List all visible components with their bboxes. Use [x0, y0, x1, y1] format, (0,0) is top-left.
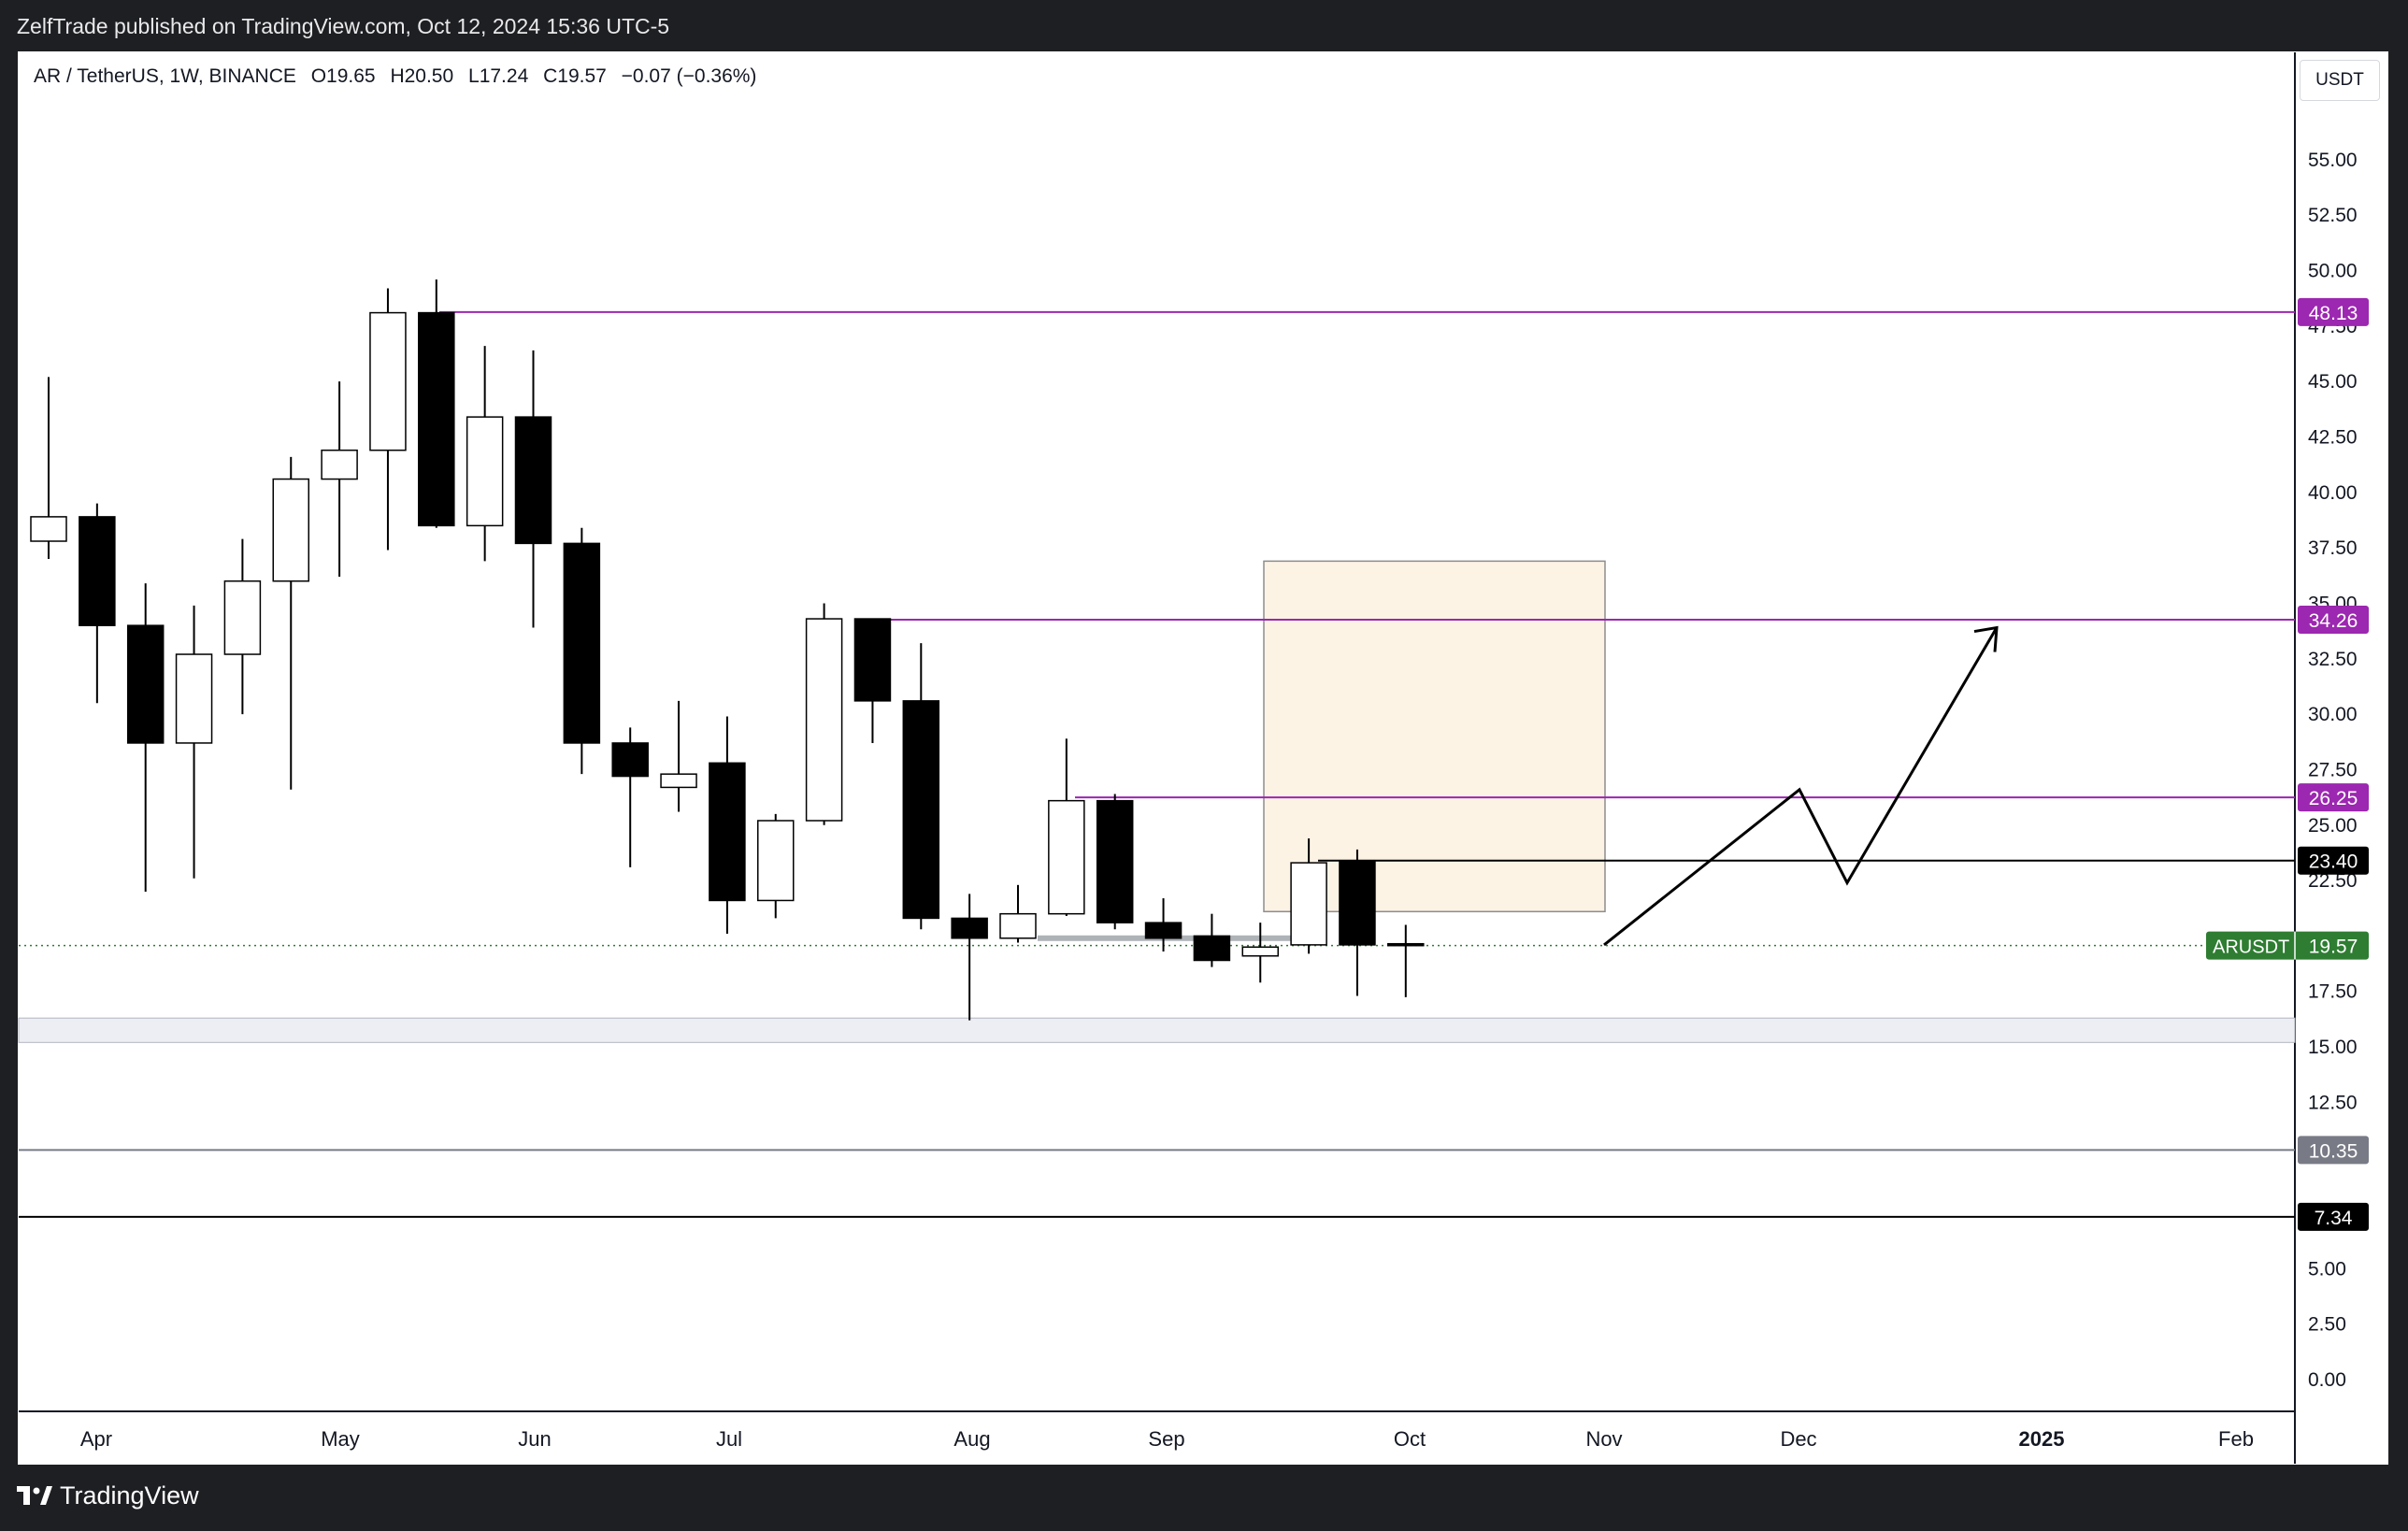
- x-tick-label: Jul: [716, 1427, 742, 1451]
- symbol-legend: AR / TetherUS, 1W, BINANCE O19.65 H20.50…: [34, 65, 766, 88]
- level-label-bg: [2298, 1202, 2369, 1231]
- x-tick-label: Jun: [518, 1427, 551, 1451]
- y-tick-label: 32.50: [2308, 649, 2358, 670]
- publisher-header: ZelfTrade published on TradingView.com, …: [0, 0, 2408, 52]
- level-label: 10.35: [2309, 1140, 2358, 1162]
- candle-down: [853, 618, 892, 702]
- candle-down: [514, 416, 552, 545]
- candle-up: [805, 618, 843, 822]
- candle-down: [79, 516, 116, 626]
- level-label-bg: [2298, 846, 2369, 875]
- x-tick-label: Oct: [1394, 1427, 1426, 1451]
- y-tick-label: 37.50: [2308, 537, 2358, 559]
- y-tick-label: 30.00: [2308, 704, 2358, 725]
- current-price-label: 19.57: [2309, 937, 2358, 958]
- legend-open: O19.65: [310, 65, 376, 87]
- y-tick-label: 25.00: [2308, 815, 2358, 837]
- candle-down: [1339, 859, 1376, 946]
- level-label-bg: [2298, 783, 2369, 812]
- candle-down: [1193, 935, 1231, 962]
- published-text: ZelfTrade published on TradingView.com, …: [17, 14, 670, 38]
- candle-up: [369, 311, 407, 451]
- x-tick-label: 2025: [2019, 1427, 2065, 1451]
- candle-down: [1387, 942, 1425, 947]
- candle-down: [1144, 922, 1182, 939]
- y-tick-label: 22.50: [2308, 870, 2358, 892]
- candle-up: [1241, 946, 1279, 957]
- level-label: 26.25: [2309, 788, 2358, 809]
- level-label: 48.13: [2309, 303, 2358, 324]
- candle-down: [709, 762, 746, 902]
- level-label-bg: [2298, 606, 2369, 635]
- level-label: 34.26: [2309, 610, 2358, 632]
- projection-path: [1603, 626, 1999, 947]
- candle-up: [466, 416, 504, 527]
- candle-up: [1290, 862, 1327, 946]
- candle-up: [175, 653, 213, 744]
- y-tick-label: 2.50: [2308, 1314, 2346, 1336]
- candle-down: [418, 311, 455, 527]
- candle-up: [321, 449, 358, 480]
- x-tick-label: Apr: [80, 1427, 112, 1451]
- x-tick-label: Nov: [1585, 1427, 1622, 1451]
- legend-change: −0.07 (−0.36%): [621, 65, 757, 87]
- y-tick-label: 5.00: [2308, 1258, 2346, 1280]
- candle-up: [272, 478, 309, 582]
- candle-up: [757, 820, 795, 902]
- y-tick-label: 55.00: [2308, 150, 2358, 171]
- level-label: 7.34: [2315, 1208, 2353, 1229]
- x-tick-label: May: [321, 1427, 360, 1451]
- level-label-bg: [2298, 1136, 2369, 1165]
- footer-brand-text: TradingView: [60, 1481, 199, 1510]
- y-tick-label: 42.50: [2308, 426, 2358, 448]
- projection-arrowhead: [1973, 625, 1999, 652]
- chart-area[interactable]: [18, 51, 2388, 1465]
- candle-up: [1048, 799, 1085, 915]
- x-tick-label: Dec: [1780, 1427, 1816, 1451]
- legend-symbol: AR / TetherUS, 1W, BINANCE: [34, 65, 296, 87]
- legend-close: C19.57: [543, 65, 607, 87]
- y-tick-label: 15.00: [2308, 1037, 2358, 1058]
- candle-down: [951, 917, 988, 939]
- y-tick-label: 27.50: [2308, 759, 2358, 780]
- y-tick-label: 52.50: [2308, 205, 2358, 226]
- current-price-tag-bg: [2206, 931, 2369, 960]
- x-tick-label: Aug: [953, 1427, 990, 1451]
- level-label: 23.40: [2309, 851, 2358, 873]
- level-label-bg: [2298, 297, 2369, 326]
- y-tick-label: 17.50: [2308, 981, 2358, 1003]
- candle-up: [660, 773, 697, 789]
- tradingview-logo[interactable]: TradingView: [17, 1481, 199, 1510]
- target-box: [1263, 560, 1606, 913]
- legend-low: L17.24: [468, 65, 529, 87]
- candle-up: [30, 516, 67, 542]
- current-symbol-label: ARUSDT: [2213, 937, 2289, 958]
- y-tick-label: 40.00: [2308, 482, 2358, 504]
- y-tick-label: 45.00: [2308, 371, 2358, 393]
- currency-button[interactable]: USDT: [2300, 60, 2380, 101]
- support-zone: [18, 1017, 2296, 1043]
- candle-up: [999, 912, 1037, 939]
- y-tick-label: 0.00: [2308, 1369, 2346, 1391]
- footer: TradingView: [0, 1470, 2408, 1531]
- candle-up: [223, 579, 262, 655]
- candle-down: [563, 542, 601, 744]
- tradingview-icon: [17, 1485, 52, 1505]
- legend-high: H20.50: [390, 65, 454, 87]
- x-tick-label: Feb: [2218, 1427, 2254, 1451]
- candle-down: [1096, 799, 1134, 923]
- y-tick-label: 50.00: [2308, 261, 2358, 282]
- candle-down: [126, 624, 165, 744]
- candle-down: [611, 742, 649, 778]
- y-tick-label: 12.50: [2308, 1092, 2358, 1113]
- x-tick-label: Sep: [1148, 1427, 1184, 1451]
- candle-down: [902, 700, 940, 920]
